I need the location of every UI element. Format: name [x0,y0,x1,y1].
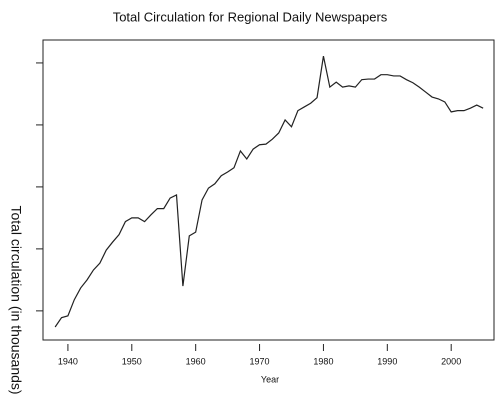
y-axis-label: Total circulation (in thousands) [8,205,24,394]
x-axis-label: Year [261,374,279,384]
x-tick-label: 2000 [441,356,461,366]
chart-title: Total Circulation for Regional Daily New… [113,9,388,24]
x-tick-label: 1970 [250,356,270,366]
x-tick-label: 1950 [122,356,142,366]
data-line [54,55,484,328]
x-tick-label: 1940 [58,356,78,366]
x-tick-label: 1990 [377,356,397,366]
plot-frame [42,39,495,341]
x-tick-label: 1960 [186,356,206,366]
x-tick-label: 1980 [313,356,333,366]
